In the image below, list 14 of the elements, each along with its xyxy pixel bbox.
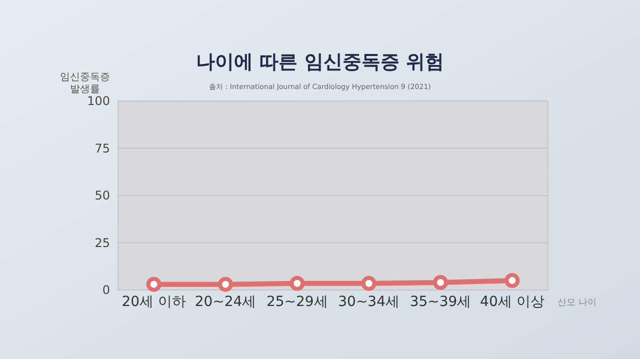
x-tick-label: 25~29세 [266,294,328,310]
y-tick-label: 25 [94,236,110,250]
chart-title: 나이에 따른 임신중독증 위험 [196,51,444,73]
x-tick-label: 30~34세 [338,294,400,310]
y-tick-label: 50 [94,188,110,203]
x-tick-label: 20세 이하 [122,294,186,310]
x-tick-label: 20~24세 [194,294,256,310]
x-tick-label: 35~39세 [410,294,472,310]
x-axis-title: 산모 나이 [558,298,596,308]
y-tick-label: 100 [87,94,110,108]
y-tick-label: 0 [102,283,110,298]
y-tick-label: 75 [94,141,110,156]
x-tick-label: 40세 이상 [480,294,544,310]
y-axis-title: 임신중독증 발생률 [60,72,110,95]
